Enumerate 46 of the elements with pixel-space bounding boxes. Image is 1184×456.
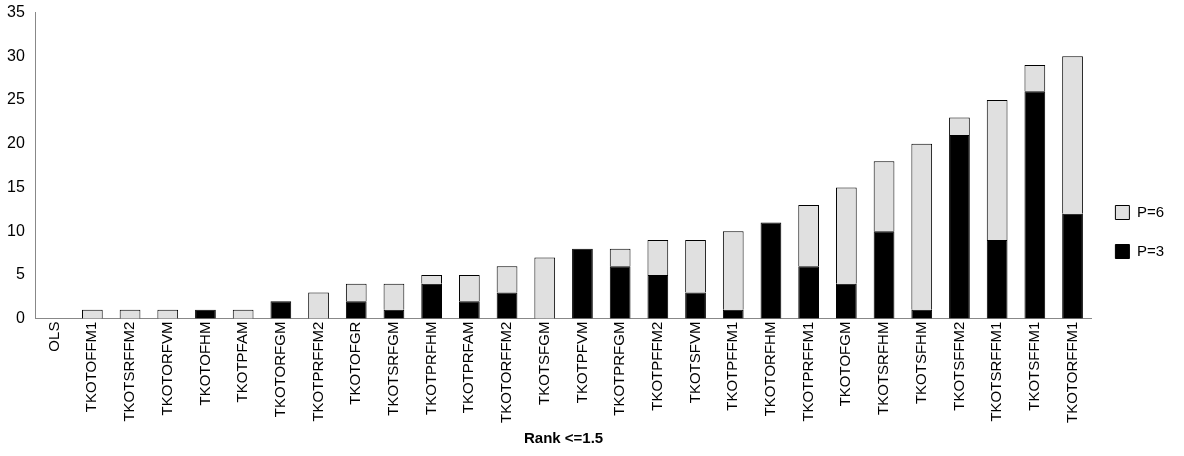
x-tick-label: TKOTORFVM (157, 321, 175, 416)
x-tick-label: TKOTSFGM (534, 321, 552, 405)
x-tick-label: TKOTPFFM1 (723, 321, 741, 411)
x-tick-label: TKOTSRFHM (874, 321, 892, 415)
bar (572, 248, 593, 319)
x-tick-label: TKOTSFFM1 (1024, 321, 1042, 411)
bar (1062, 213, 1083, 319)
x-tick-label: TKOTSFFM2 (949, 321, 967, 411)
bar (949, 135, 970, 319)
y-tick-label: 15 (7, 177, 25, 195)
x-tick-label: TKOTPFFM2 (647, 321, 665, 411)
legend-label: P=6 (1136, 202, 1164, 220)
x-tick-label: TKOTSFHM (911, 321, 929, 405)
x-tick-label: TKOTORFHM (761, 321, 779, 417)
bar (195, 309, 216, 319)
bar (270, 301, 292, 319)
x-tick-label: TKOTPRFGM (610, 321, 628, 416)
y-tick-label: 0 (15, 309, 25, 327)
x-tick-label: TKOTOFGR (346, 321, 364, 405)
x-tick-label: TKOTSRFGM (384, 321, 402, 416)
x-tick-label: TKOTSFVM (685, 321, 703, 404)
y-tick-label: 30 (7, 46, 25, 64)
y-tick-label: 25 (7, 90, 25, 108)
x-tick-label: TKOTPRFFM1 (798, 321, 816, 422)
x-tick-label: OLS (44, 321, 62, 352)
x-tick-label: TKOTORFGM (270, 321, 288, 418)
x-axis-title: Rank <=1.5 (523, 429, 604, 447)
bar (760, 222, 782, 319)
x-tick-label: TKOTOFHM (195, 321, 213, 406)
legend-label: P=3 (1136, 241, 1164, 259)
x-tick-label: TKOTSRFFM1 (987, 321, 1005, 422)
x-tick-label: TKOTPRFFM2 (308, 321, 326, 422)
x-tick-label: TKOTPFAM (233, 321, 251, 403)
y-tick-label: 5 (15, 265, 25, 283)
x-tick-label: TKOTPFVM (572, 321, 590, 404)
y-tick-label: 35 (7, 3, 25, 21)
x-tick-label: TKOTOFFM1 (82, 321, 100, 413)
x-tick-label: TKOTOFGM (836, 321, 854, 407)
x-tick-label: TKOTSRFFM2 (120, 321, 138, 422)
x-tick-label: TKOTPRFAM (459, 321, 477, 414)
y-tick-label: 20 (7, 134, 25, 152)
x-tick-label: TKOTORFFM1 (1062, 321, 1080, 423)
x-tick-label: TKOTPRFHM (421, 321, 439, 415)
bar (685, 292, 706, 319)
x-tick-label: TKOTORFFM2 (497, 321, 515, 423)
y-tick-label: 10 (7, 221, 25, 239)
